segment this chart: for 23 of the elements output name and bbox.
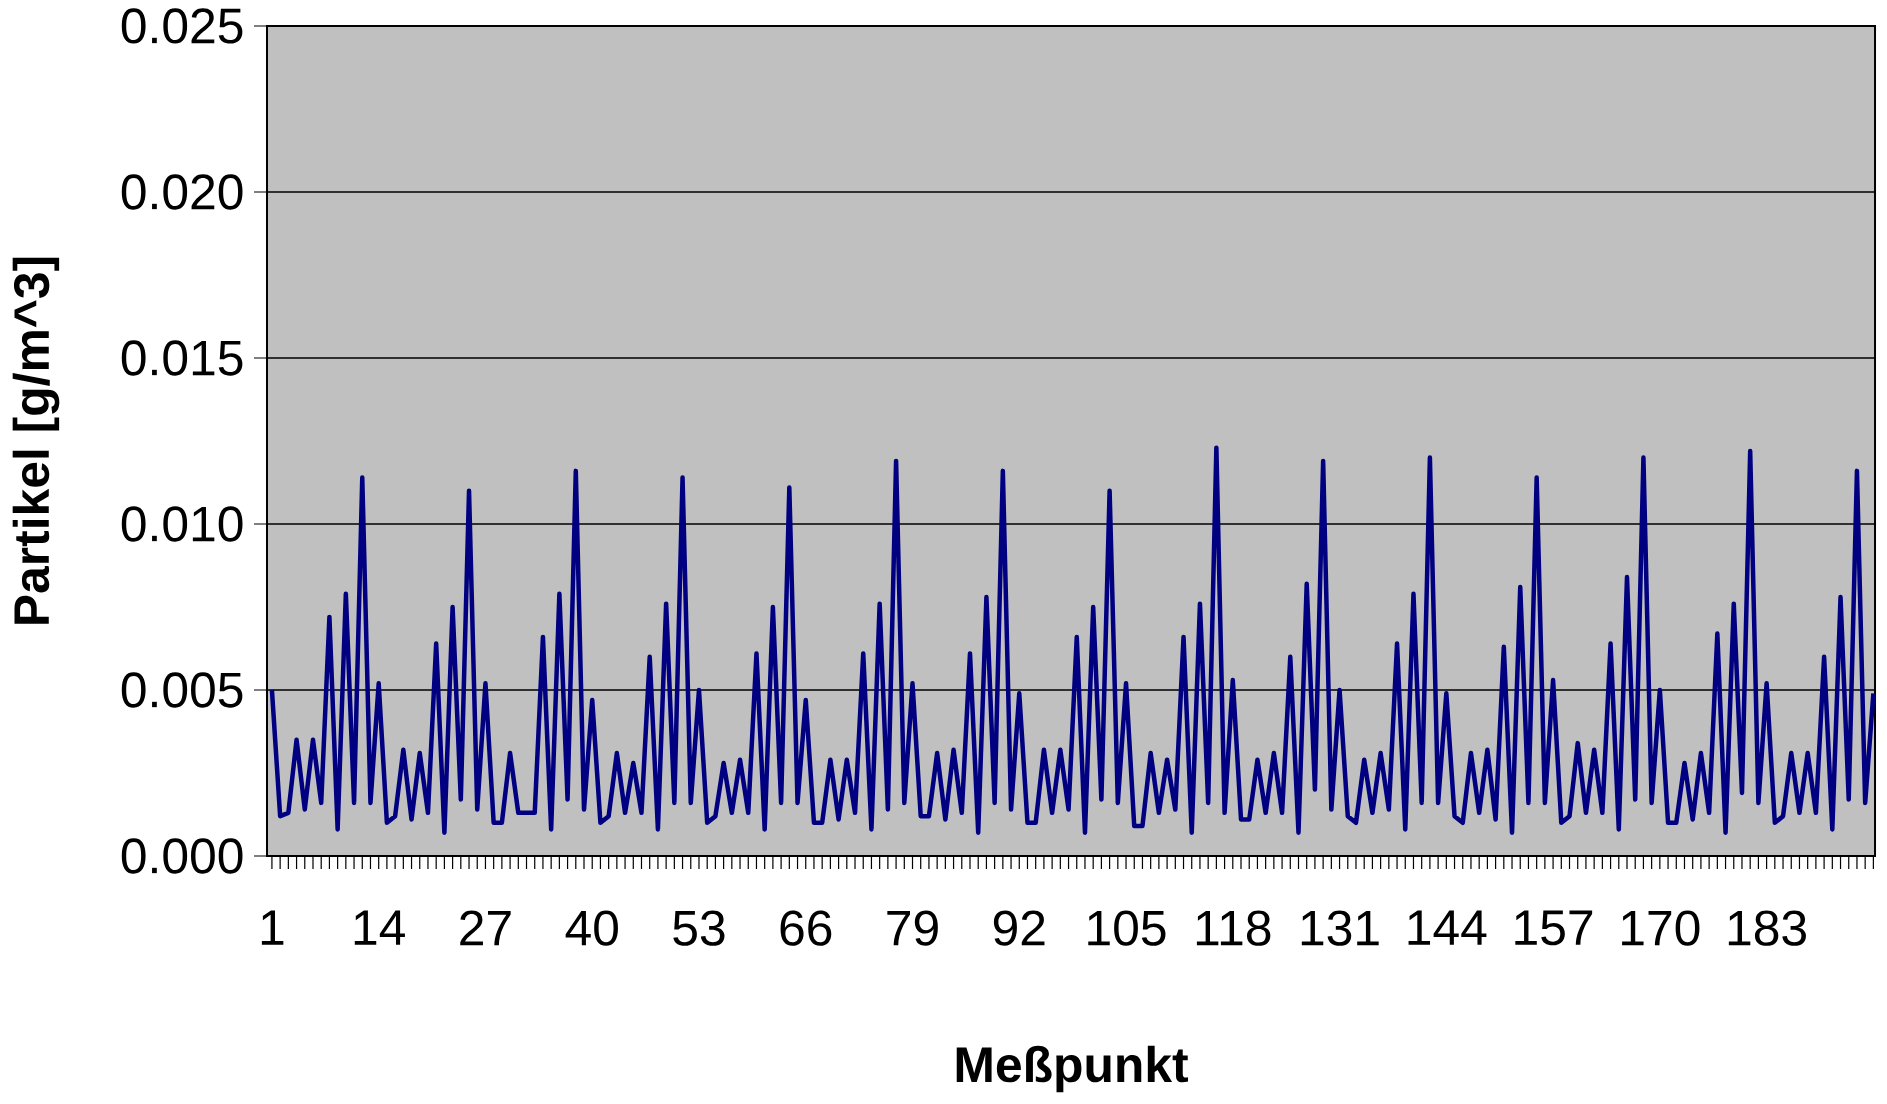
x-tick-label: 105 (1088, 910, 1166, 946)
x-tick-label: 40 (565, 910, 618, 946)
y-tick-label: 0.000 (121, 838, 243, 874)
x-tick-label: 14 (354, 910, 405, 945)
x-tick-label: 79 (887, 910, 938, 946)
x-tick-label: 170 (1622, 910, 1700, 946)
x-tick-label: 183 (1728, 910, 1806, 946)
x-tick-label: 53 (673, 910, 725, 946)
x-tick-label: 27 (460, 910, 511, 946)
y-axis-title: Partikel [g/m^3] (12, 257, 60, 624)
y-tick-label: 0.025 (121, 8, 243, 44)
x-tick-label: 1 (261, 910, 284, 945)
x-axis-title: Meßpunkt (956, 1045, 1189, 1093)
x-tick-label: 157 (1515, 910, 1593, 946)
y-tick-label: 0.020 (121, 174, 243, 210)
y-tick-label: 0.005 (121, 672, 243, 708)
x-tick-label: 92 (993, 910, 1045, 946)
x-tick-label: 118 (1196, 910, 1271, 946)
y-tick-label: 0.015 (121, 340, 243, 376)
x-tick-label: 144 (1408, 910, 1487, 945)
x-tick-label: 131 (1301, 910, 1379, 946)
y-tick-label: 0.010 (121, 506, 243, 542)
x-tick-label: 66 (780, 910, 832, 946)
